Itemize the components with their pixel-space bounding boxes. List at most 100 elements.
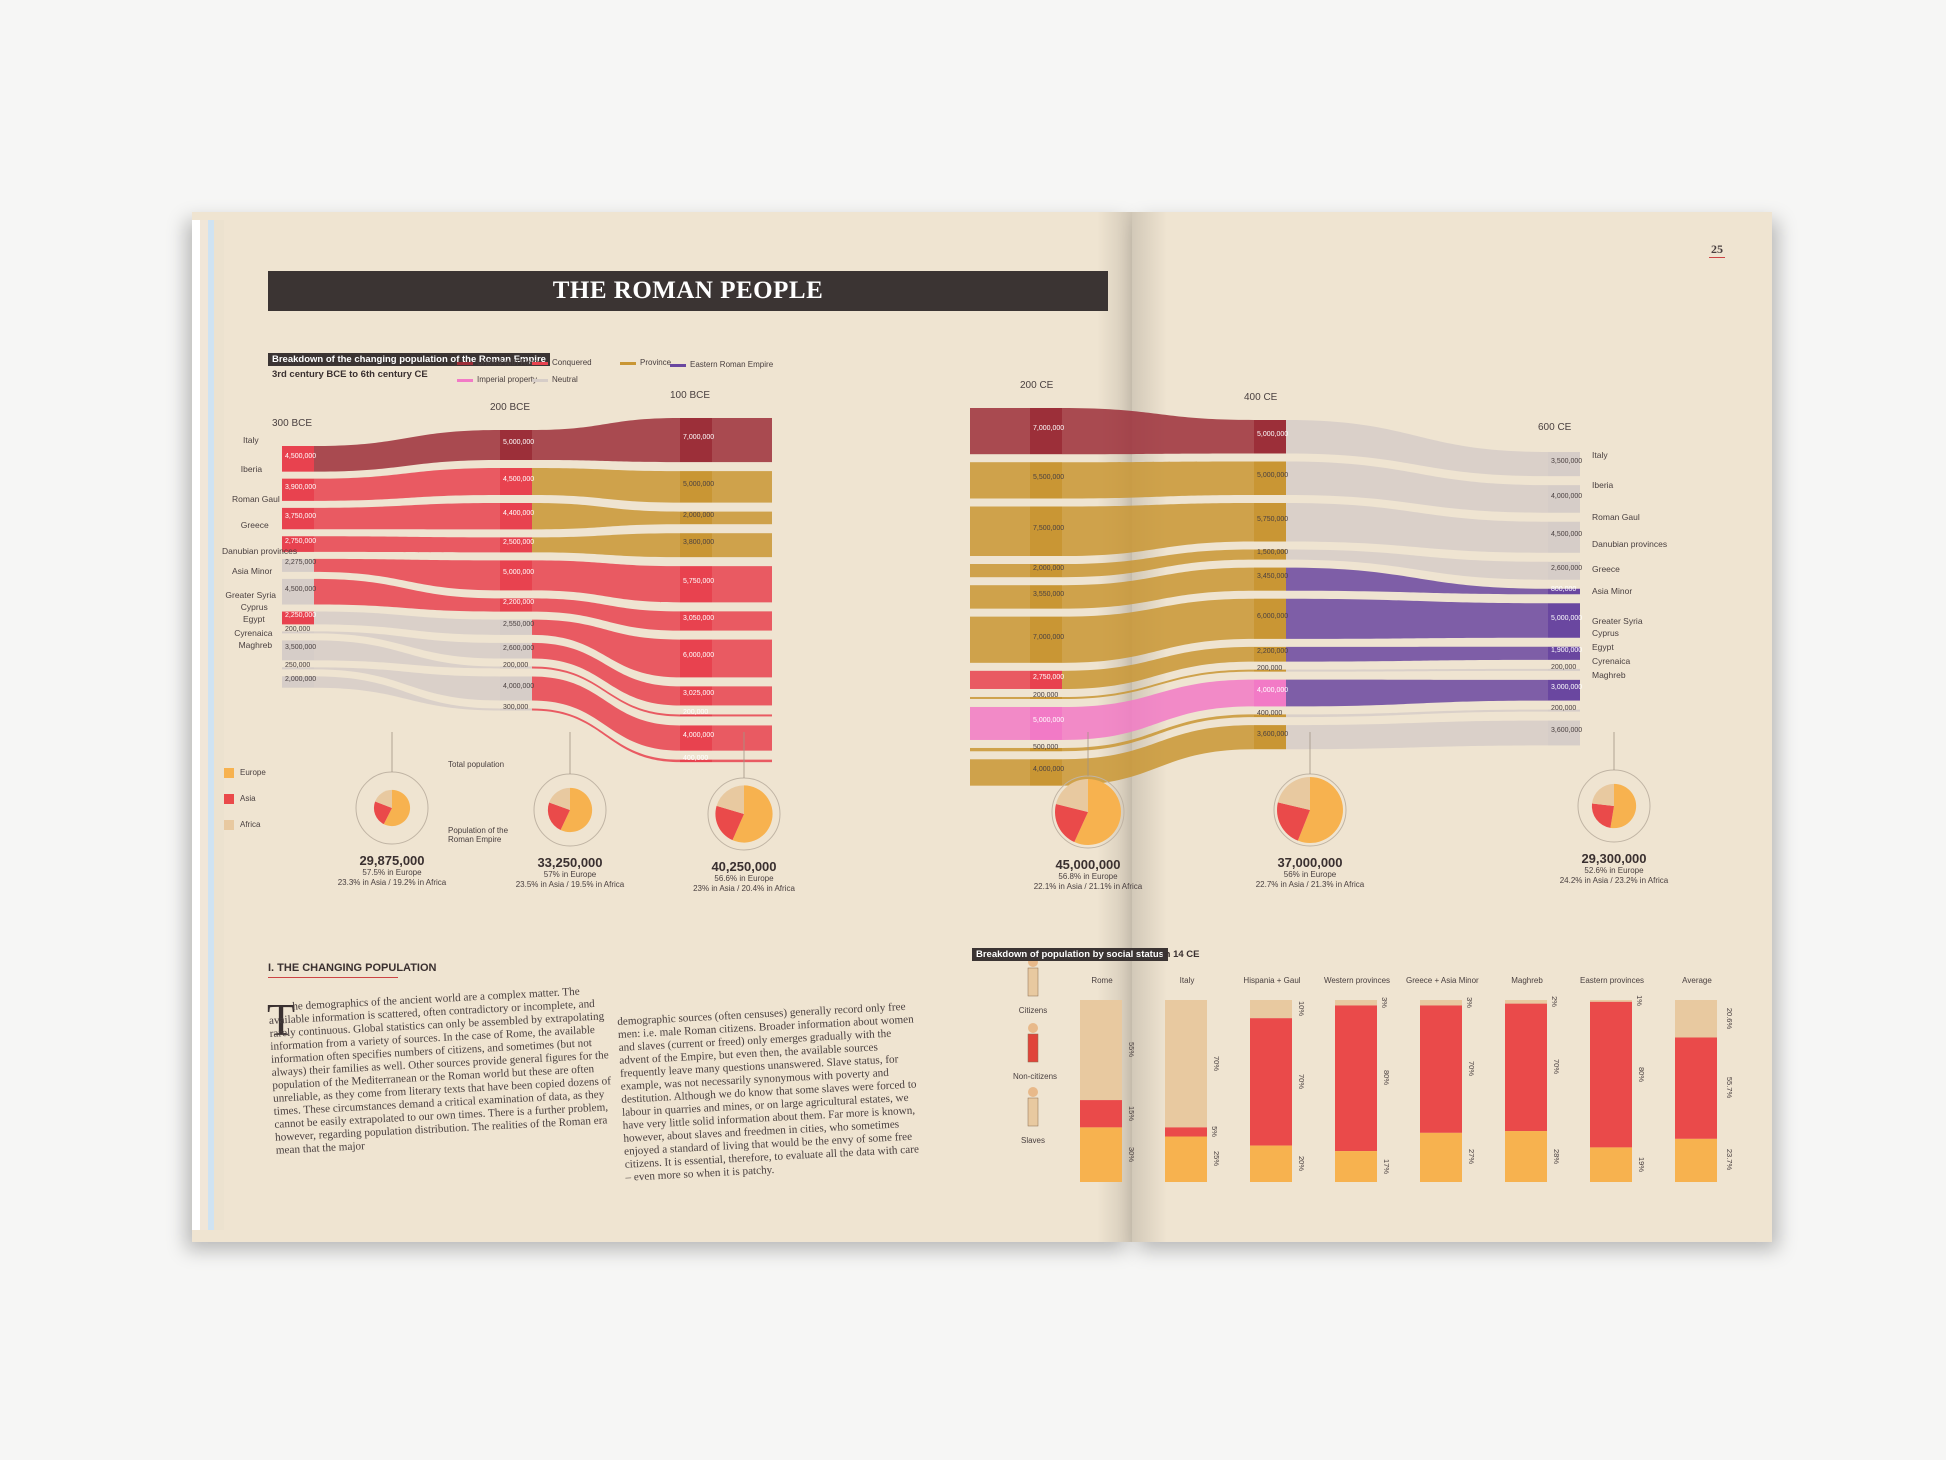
flow-value-label: 2,275,000 (285, 559, 317, 567)
flow-ribbon (1286, 598, 1548, 639)
flow-node (1030, 747, 1062, 752)
flow-ribbon (1062, 549, 1254, 578)
flow-node (680, 511, 712, 525)
flow-node (282, 478, 314, 501)
pie-legend-swatch (224, 820, 234, 830)
legend-item: Eastern Roman Empire (690, 360, 774, 369)
pie-legend-item: Asia (240, 794, 256, 803)
flow-ribbon (1286, 461, 1548, 513)
bar-percent-label: 80% (1382, 1070, 1392, 1086)
flow-node (1254, 646, 1286, 662)
body-text-column-1: he demographics of the ancient world are… (268, 985, 612, 1157)
pie-slice (1055, 779, 1088, 812)
legend-swatch (532, 379, 548, 382)
flow-ribbon (1286, 503, 1548, 553)
bar-percent-label: 17% (1382, 1158, 1392, 1174)
flow-node (1548, 521, 1580, 553)
status-figure-head (1028, 1023, 1038, 1033)
flow-node (1254, 567, 1286, 591)
bar-segment (1675, 1138, 1717, 1182)
page-edges (192, 220, 224, 1230)
period-label: 400 CE (1244, 392, 1278, 403)
flow-node (500, 537, 532, 553)
bar-percent-label: 80% (1637, 1066, 1647, 1082)
flow-value-label: 2,750,000 (1033, 673, 1065, 681)
status-figure-head (1028, 1087, 1038, 1097)
flow-value-label: 5,000,000 (1257, 430, 1289, 438)
flow-value-label: 4,500,000 (503, 475, 535, 483)
bar-percent-label: 70% (1297, 1073, 1307, 1089)
flow-node (1254, 420, 1286, 454)
flow-node (1030, 585, 1062, 609)
period-label: 300 BCE (272, 418, 313, 429)
flow-value-label: 7,000,000 (1033, 425, 1065, 433)
flow-value-label: 4,000,000 (1551, 492, 1583, 500)
pie-slice (549, 787, 570, 810)
flow-value-label: 2,550,000 (503, 621, 535, 629)
period-label: 200 CE (1020, 380, 1054, 391)
chart-subtitle: 3rd century BCE to 6th century CE (272, 369, 428, 380)
legend-item: Unified with Rome (477, 358, 542, 367)
flow-node (500, 503, 532, 530)
period-label: 100 BCE (670, 390, 711, 401)
flow-ribbon (712, 533, 772, 558)
bar-category-label: Rome (1091, 976, 1113, 985)
flow-value-label: 2,750,000 (285, 538, 317, 546)
flow-value-label: 5,000,000 (503, 439, 535, 446)
flow-ribbon (970, 564, 1030, 578)
flow-node (282, 507, 314, 530)
flow-value-label: 7,000,000 (683, 434, 715, 442)
bar-percent-label: 28% (1552, 1148, 1562, 1164)
flow-ribbon (532, 560, 680, 603)
flow-ribbon (970, 585, 1030, 609)
bar-category-label: Average (1682, 976, 1712, 985)
bar-segment (1505, 1000, 1547, 1004)
bar-category-label: Greece + Asia Minor (1406, 976, 1479, 985)
pie-europe-share: 52.6% in Europe (1584, 866, 1644, 875)
legend-swatch (670, 364, 686, 367)
pie-europe-share: 56.8% in Europe (1058, 872, 1118, 881)
flow-value-label: 4,500,000 (1551, 531, 1583, 539)
flow-node (500, 619, 532, 635)
flow-node (1254, 461, 1286, 495)
flow-node (680, 611, 712, 631)
flow-value-label: 3,900,000 (285, 483, 317, 491)
region-label-left: Iberia (240, 464, 263, 474)
flow-ribbon (970, 506, 1030, 556)
flow-ribbon (1062, 714, 1254, 752)
flow-value-label: 5,500,000 (1033, 474, 1065, 482)
flow-ribbon (532, 533, 680, 558)
flow-value-label: 4,000,000 (1257, 687, 1289, 695)
flow-value-label: 400,000 (1257, 709, 1283, 717)
bar-percent-label: 3% (1464, 996, 1474, 1008)
flow-node (1254, 669, 1286, 672)
pie-total: 45,000,000 (1055, 857, 1121, 872)
flow-ribbon (712, 714, 772, 717)
pie-legend-item: Africa (240, 820, 261, 829)
flow-node (1030, 759, 1062, 786)
flow-node (680, 686, 712, 706)
flow-value-label: 4,000,000 (1033, 766, 1065, 774)
flow-value-label: 200,000 (683, 709, 709, 717)
pie-legend-swatch (224, 794, 234, 804)
status-figure-icon (1027, 1033, 1039, 1063)
pie-total: 29,875,000 (359, 853, 425, 868)
flow-node (282, 611, 314, 625)
flow-ribbon (314, 676, 500, 711)
flow-value-label: 3,800,000 (683, 539, 715, 547)
flow-value-label: 1,500,000 (1257, 548, 1289, 556)
pie-other-shares: 23.3% in Asia / 19.2% in Africa (337, 878, 447, 887)
flow-value-label: 200,000 (1551, 663, 1577, 671)
flow-ribbon (532, 598, 680, 631)
flow-node (680, 725, 712, 751)
region-label-right: Cyrenaica (1592, 656, 1631, 666)
flow-node (1548, 561, 1580, 580)
flow-value-label: 800,000 (1551, 585, 1577, 593)
flow-ribbon (712, 471, 772, 503)
flow-value-label: 5,750,000 (683, 578, 715, 586)
flow-ribbon (970, 759, 1030, 786)
flow-ribbon (1062, 725, 1254, 786)
flow-node (1548, 588, 1580, 595)
pie-europe-share: 57% in Europe (543, 870, 597, 879)
legend-swatch (457, 362, 473, 365)
